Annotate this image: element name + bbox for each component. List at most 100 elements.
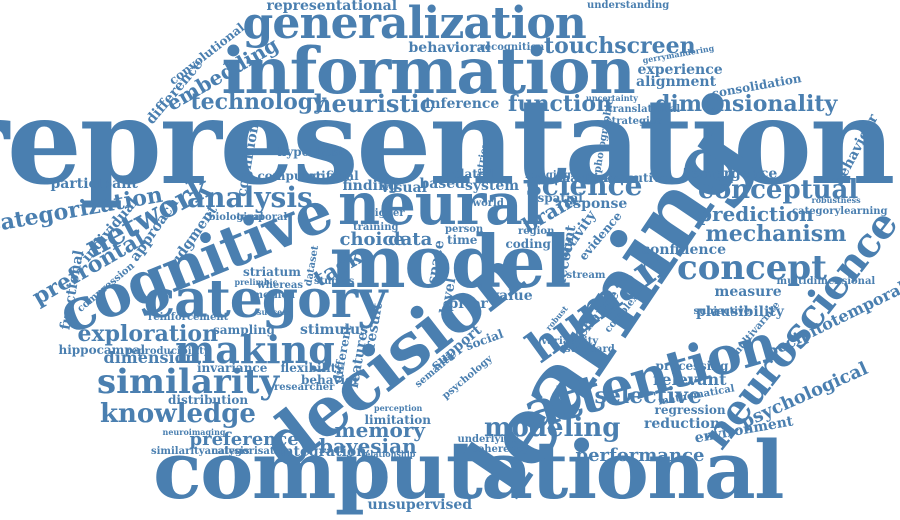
- cloud-word: biological: [208, 212, 264, 223]
- cloud-word: categorylearning: [792, 206, 888, 217]
- cloud-word: machine: [557, 171, 615, 185]
- cloud-word: inference: [425, 96, 500, 112]
- cloud-word: related: [446, 167, 494, 181]
- cloud-word: subjective: [693, 306, 751, 317]
- cloud-word: model: [329, 219, 572, 304]
- cloud-word: time: [447, 233, 478, 247]
- cloud-word: bayesian: [319, 434, 417, 458]
- cloud-word: response: [557, 196, 628, 212]
- cloud-word: preference: [189, 429, 299, 450]
- cloud-word: hypothesi: [277, 145, 343, 159]
- cloud-word: invariance: [197, 361, 268, 375]
- cloud-word: category: [143, 269, 388, 330]
- cloud-word: knowledge: [100, 399, 256, 429]
- cloud-word: spatial: [537, 191, 583, 205]
- cloud-word: distribution: [168, 393, 249, 407]
- cloud-word: perception: [374, 403, 423, 413]
- cloud-word: region: [518, 226, 555, 237]
- cloud-word: behavioral: [408, 40, 492, 56]
- cloud-word: representational: [266, 0, 398, 14]
- cloud-word: coding: [505, 237, 551, 251]
- cloud-word: similarityanalysis: [151, 446, 250, 457]
- cloud-word: neural: [338, 170, 544, 238]
- cloud-word: exploration: [77, 321, 219, 347]
- cloud-word: multidimensional: [776, 276, 876, 287]
- cloud-word: strategies: [606, 116, 662, 127]
- cloud-word: processing: [655, 359, 729, 373]
- cloud-word: science: [526, 169, 643, 202]
- cloud-word: confidence: [641, 242, 727, 258]
- cloud-word: making: [175, 327, 335, 372]
- cloud-word: memory: [334, 418, 426, 442]
- cloud-word: stream: [566, 270, 606, 281]
- cloud-word: executive: [604, 171, 668, 185]
- cloud-word: reproducibility: [126, 346, 210, 357]
- cloud-word: conceptual: [698, 175, 859, 205]
- cloud-word: function: [508, 91, 613, 117]
- cloud-word: selective: [594, 383, 702, 409]
- cloud-word: experience: [637, 62, 723, 78]
- cloud-word: computational: [153, 423, 785, 517]
- cloud-word: alignment: [636, 74, 717, 90]
- cloud-word: computer: [257, 169, 323, 183]
- cloud-word: translational: [608, 104, 681, 115]
- cloud-word: person: [445, 224, 484, 235]
- cloud-word: behavior: [301, 373, 360, 387]
- cloud-word: participant: [50, 176, 138, 192]
- cloud-word: robustness: [811, 195, 861, 205]
- cloud-word: regression: [654, 403, 726, 417]
- cloud-word: flexibility: [280, 361, 344, 375]
- cloud-word: reduction: [644, 416, 721, 432]
- cloud-word: emergence: [691, 166, 778, 182]
- cloud-word: representation: [0, 72, 895, 211]
- cloud-word: relationship: [361, 449, 416, 459]
- cloud-word: recognition: [479, 42, 545, 53]
- cloud-word: reinforcement: [148, 312, 229, 323]
- cloud-word: similarity: [97, 362, 280, 402]
- cloud-word: prior: [448, 296, 488, 312]
- cloud-word: standard: [565, 344, 615, 355]
- cloud-word: uncertainty: [586, 93, 638, 103]
- cloud-word: choice: [339, 229, 405, 250]
- cloud-word: limitation: [364, 413, 432, 427]
- cloud-word: system: [465, 178, 520, 194]
- cloud-word: hippocampal: [58, 343, 146, 357]
- cloud-word: whereas: [257, 280, 303, 291]
- cloud-word: variability: [541, 336, 599, 347]
- cloud-word: information: [221, 34, 636, 109]
- cloud-word: temporal: [236, 212, 288, 223]
- cloud-word: underlying: [457, 434, 519, 445]
- cloud-word: generalization: [242, 0, 587, 49]
- cloud-word: plausibility: [696, 304, 784, 320]
- cloud-word: prediction: [698, 202, 814, 226]
- cloud-word: touchscreen: [544, 33, 696, 59]
- cloud-word: technology: [190, 89, 326, 115]
- cloud-word: studies: [314, 276, 355, 287]
- cloud-word: training: [353, 222, 399, 233]
- cloud-word: performance: [575, 445, 705, 466]
- cloud-word: artificial: [301, 169, 359, 183]
- cloud-word: measure: [714, 284, 782, 300]
- cloud-word: relevant: [653, 370, 727, 389]
- cloud-word: integration: [278, 444, 367, 460]
- cloud-word: categorisation: [211, 446, 293, 457]
- cloud-word: dimension: [103, 348, 197, 367]
- cloud-word: analysis: [187, 181, 313, 214]
- cloud-word: finding: [342, 178, 398, 194]
- cloud-word: neuroimaging: [162, 427, 226, 437]
- cloud-word: coherency: [471, 444, 529, 455]
- cloud-word: stimulus: [300, 322, 369, 338]
- cloud-word: method: [252, 290, 296, 301]
- cloud-word: value: [491, 288, 533, 304]
- cloud-word: striatum: [243, 265, 301, 279]
- cloud-word: researcher: [274, 382, 335, 393]
- cloud-word: mechanism: [705, 221, 847, 247]
- cloud-word: sampling: [213, 323, 275, 337]
- cloud-word: heuristic: [314, 89, 435, 118]
- cloud-word: higher: [367, 208, 405, 219]
- cloud-word: modeling: [484, 413, 621, 443]
- cloud-word: concept: [677, 248, 827, 288]
- cloud-word: imaging: [525, 170, 571, 181]
- cloud-word: based: [419, 176, 465, 192]
